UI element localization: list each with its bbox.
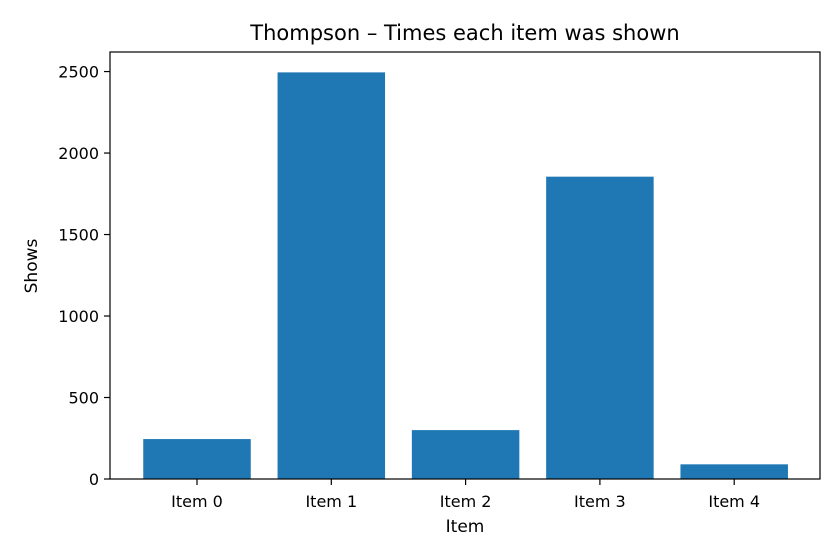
- y-tick-label-3: 1500: [58, 226, 99, 245]
- bar-2: [411, 430, 520, 479]
- y-tick-label-5: 2500: [58, 63, 99, 82]
- x-tick-label-4: Item 4: [708, 492, 760, 511]
- y-tick-label-1: 500: [68, 389, 99, 408]
- y-axis-label: Shows: [22, 238, 42, 293]
- x-tick-label-0: Item 0: [171, 492, 223, 511]
- y-tick-label-2: 1000: [58, 307, 99, 326]
- x-tick-label-1: Item 1: [305, 492, 357, 511]
- y-tick-label-0: 0: [89, 470, 99, 489]
- bar-3: [546, 176, 654, 479]
- bar-4: [680, 464, 788, 479]
- x-axis-label: Item: [446, 517, 485, 537]
- bar-0: [143, 439, 251, 479]
- plot-frame: [109, 51, 821, 480]
- x-tick-label-3: Item 3: [574, 492, 626, 511]
- chart-title: Thompson – Times each item was shown: [249, 21, 679, 45]
- plot-area: Item 0 Item 1 Item 2 Item 3 Item 4 0 500 1000 15…: [58, 63, 788, 511]
- x-tick-label-2: Item 2: [440, 492, 492, 511]
- bar-1: [277, 72, 386, 480]
- y-tick-label-4: 2000: [58, 144, 99, 163]
